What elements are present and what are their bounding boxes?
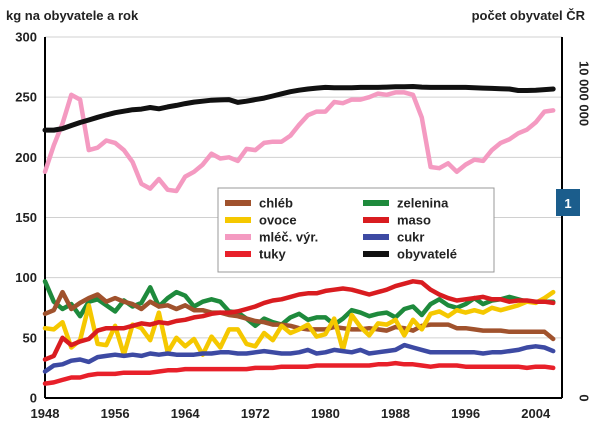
legend-box	[217, 187, 495, 273]
badge: 1	[556, 189, 580, 216]
legend-label-5: maso	[397, 213, 431, 228]
y-tick-label-50: 50	[23, 330, 37, 345]
x-axis-tick-labels: 1948 1956 1964 1972 1980 1988 1996 2004	[31, 406, 551, 421]
series-line-2	[42, 90, 556, 194]
legend: chléb ovoce mléč. výr. tuky zelenina maso cukr…	[217, 187, 495, 273]
x-tick-label-1956: 1956	[101, 406, 130, 421]
y-axis-tick-labels: 0 50 100 150 200 250 300	[15, 30, 37, 406]
series-line-1	[42, 289, 556, 357]
y-tick-label-100: 100	[15, 270, 37, 285]
x-tick-label-1948: 1948	[31, 406, 60, 421]
series-line-7	[42, 84, 556, 133]
legend-label-3: tuky	[259, 247, 287, 262]
y-tick-label-150: 150	[15, 210, 37, 225]
y-tick-label-300: 300	[15, 30, 37, 45]
series-line-3	[42, 360, 556, 386]
series-line-5	[42, 279, 556, 362]
legend-label-2: mléč. výr.	[259, 230, 318, 245]
right-tick-label-1: 10 000 000	[577, 61, 592, 126]
badge-number: 1	[564, 196, 571, 211]
y-axis-title: kg na obyvatele a rok	[6, 8, 139, 23]
series-line-4	[42, 279, 556, 329]
x-tick-label-1972: 1972	[241, 406, 270, 421]
x-tick-label-2004: 2004	[521, 406, 551, 421]
x-tick-label-1980: 1980	[311, 406, 340, 421]
y-tick-label-250: 250	[15, 90, 37, 105]
x-tick-label-1996: 1996	[451, 406, 480, 421]
series-line-6	[42, 342, 556, 374]
right-tick-label-0: 0	[577, 394, 592, 401]
legend-label-7: obyvatelé	[397, 247, 457, 262]
legend-label-1: ovoce	[259, 213, 297, 228]
series-lines	[42, 84, 556, 386]
legend-label-6: cukr	[397, 230, 424, 245]
badge-box	[556, 189, 580, 216]
right-axis-tick-labels: 0 10 000 000	[577, 61, 592, 402]
x-tick-label-1988: 1988	[381, 406, 410, 421]
legend-label-0: chléb	[259, 196, 293, 211]
legend-label-4: zelenina	[397, 196, 449, 211]
y-tick-label-200: 200	[15, 150, 37, 165]
right-axis-title: počet obyvatel ČR	[472, 8, 586, 23]
x-tick-label-1964: 1964	[171, 406, 201, 421]
y-tick-label-0: 0	[30, 391, 37, 406]
